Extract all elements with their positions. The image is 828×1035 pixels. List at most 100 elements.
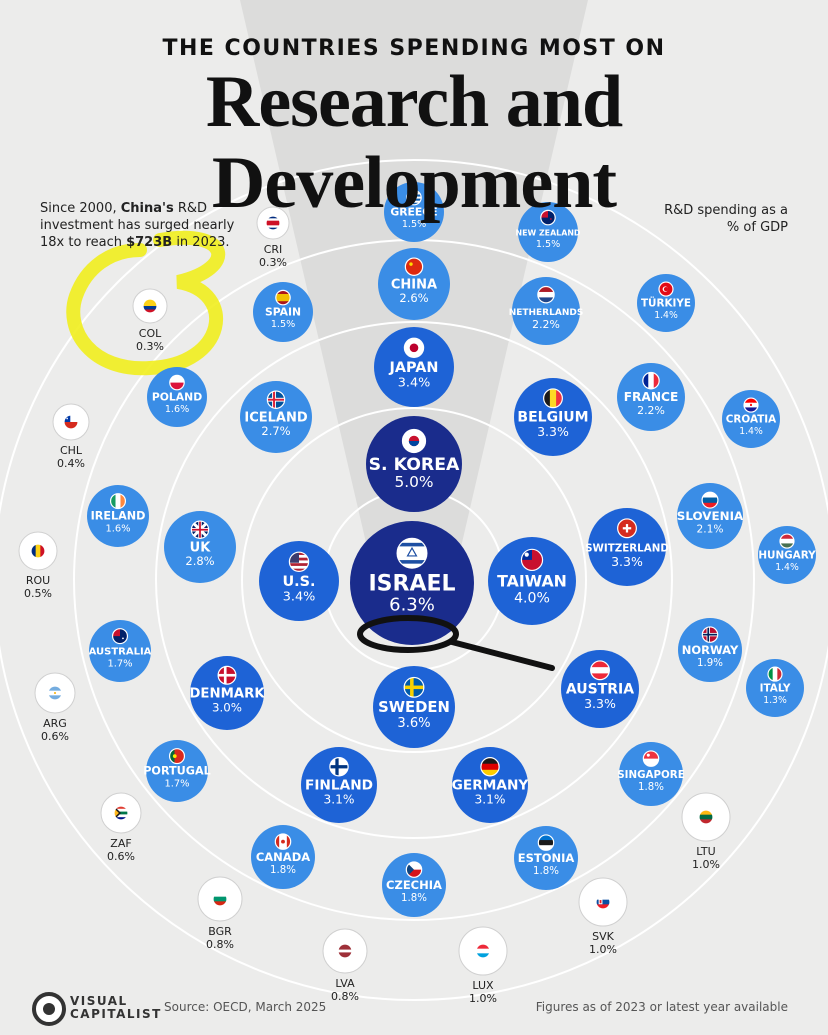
flag-singapore-icon bbox=[642, 750, 660, 767]
bubble-value: 1.5% bbox=[536, 239, 560, 250]
flag-sweden-icon bbox=[403, 676, 425, 698]
bubble-value: 1.7% bbox=[107, 659, 132, 670]
bubble-value: 1.0% bbox=[469, 992, 497, 1005]
bubble-value: 3.0% bbox=[212, 700, 242, 714]
bubble-value: 3.1% bbox=[475, 793, 506, 807]
bubble-value: 3.1% bbox=[324, 793, 355, 807]
flag-new-zealand-icon bbox=[540, 209, 556, 226]
unit-note: R&D spending as a % of GDP bbox=[664, 203, 788, 235]
bubble-label: POLAND bbox=[152, 391, 202, 404]
flag-united-states-icon bbox=[288, 551, 310, 573]
annotation-amount: $723B bbox=[126, 235, 173, 250]
brand-line-1: VISUAL bbox=[70, 994, 128, 1008]
bubble-label: AUSTRALIA bbox=[89, 647, 152, 658]
bubble-value: 2.6% bbox=[399, 291, 428, 305]
bubble-label: S. KOREA bbox=[369, 455, 460, 475]
bubble-mark bbox=[382, 853, 446, 917]
bubble-mark bbox=[746, 659, 804, 717]
bubble-mark bbox=[514, 826, 578, 890]
bubble-label: CRI bbox=[264, 243, 283, 256]
bubble-value: 1.8% bbox=[638, 782, 664, 793]
brand-name: VISUAL CAPITALIST bbox=[70, 995, 162, 1021]
bubble-label: ROU bbox=[26, 574, 50, 587]
bubble-label: JAPAN bbox=[389, 360, 439, 376]
bubble-label: LVA bbox=[335, 977, 355, 990]
bubble-value: 3.3% bbox=[611, 554, 643, 569]
bubble-value: 1.8% bbox=[270, 865, 296, 876]
bubble-label: CHINA bbox=[391, 277, 437, 292]
bubble-mark bbox=[251, 825, 315, 889]
bubble-label: ARG bbox=[43, 717, 67, 730]
flag-canada-icon bbox=[274, 833, 292, 850]
bubble-mark bbox=[758, 526, 816, 584]
flag-latvia-icon bbox=[337, 943, 353, 959]
bubble-mark bbox=[677, 483, 743, 549]
bubble-mark bbox=[259, 541, 339, 621]
flag-iceland-icon bbox=[266, 390, 286, 409]
highlight-scribble bbox=[66, 230, 226, 376]
flag-italy-icon bbox=[767, 666, 783, 682]
bubble-value: 3.3% bbox=[537, 424, 569, 439]
annotation-text: Since 2000, bbox=[40, 201, 121, 216]
china-annotation: Since 2000, China's R&D investment has s… bbox=[40, 200, 240, 251]
flag-luxembourg-icon bbox=[475, 943, 491, 959]
bubble-label: ZAF bbox=[110, 837, 131, 850]
bubble-label: CHL bbox=[60, 444, 83, 457]
bubble-mark bbox=[87, 485, 149, 547]
bubble-value: 0.8% bbox=[206, 938, 234, 951]
bubble-value: 1.4% bbox=[739, 426, 763, 437]
bubble-value: 1.6% bbox=[105, 524, 130, 535]
bubble-label: NORWAY bbox=[682, 643, 739, 657]
bubble-label: DENMARK bbox=[189, 686, 265, 701]
flag-costa-rica-icon bbox=[265, 215, 281, 231]
bubble-label: COL bbox=[139, 327, 162, 340]
bubble-mark bbox=[488, 537, 576, 625]
visual-capitalist-logo-icon bbox=[32, 992, 66, 1026]
bubble-label: IRELAND bbox=[91, 510, 146, 523]
bubble-label: UK bbox=[190, 540, 212, 555]
flag-finland-icon bbox=[329, 757, 349, 777]
flag-norway-icon bbox=[701, 626, 719, 643]
bubble-label: TAIWAN bbox=[497, 571, 567, 590]
bubble-label: SVK bbox=[592, 930, 615, 943]
source-note: Source: OECD, March 2025 bbox=[164, 1000, 327, 1014]
flag-united-kingdom-icon bbox=[190, 520, 210, 539]
magnifier-icon bbox=[357, 615, 555, 671]
flag-france-icon bbox=[642, 371, 660, 390]
ring-2 bbox=[241, 407, 587, 753]
bubble-mark bbox=[89, 620, 151, 682]
bubble-label: SPAIN bbox=[265, 306, 301, 319]
flag-argentina-icon bbox=[47, 685, 63, 701]
bubble-value: 0.5% bbox=[24, 587, 52, 600]
bubble-value: 3.4% bbox=[398, 376, 431, 391]
bubble-label: PORTUGAL bbox=[143, 765, 211, 778]
bubble-mark bbox=[512, 277, 580, 345]
bubble-value: 0.8% bbox=[331, 990, 359, 1003]
flag-australia-icon bbox=[111, 628, 129, 645]
bubble-mark bbox=[617, 363, 685, 431]
flag-spain-icon bbox=[275, 289, 291, 306]
ring-5 bbox=[0, 159, 828, 1001]
flag-japan-icon bbox=[403, 337, 425, 358]
bubble-mark bbox=[518, 202, 578, 262]
bubble-value: 1.3% bbox=[763, 695, 787, 706]
bubble-mark bbox=[240, 381, 312, 453]
bubble-value: 0.6% bbox=[107, 850, 135, 863]
